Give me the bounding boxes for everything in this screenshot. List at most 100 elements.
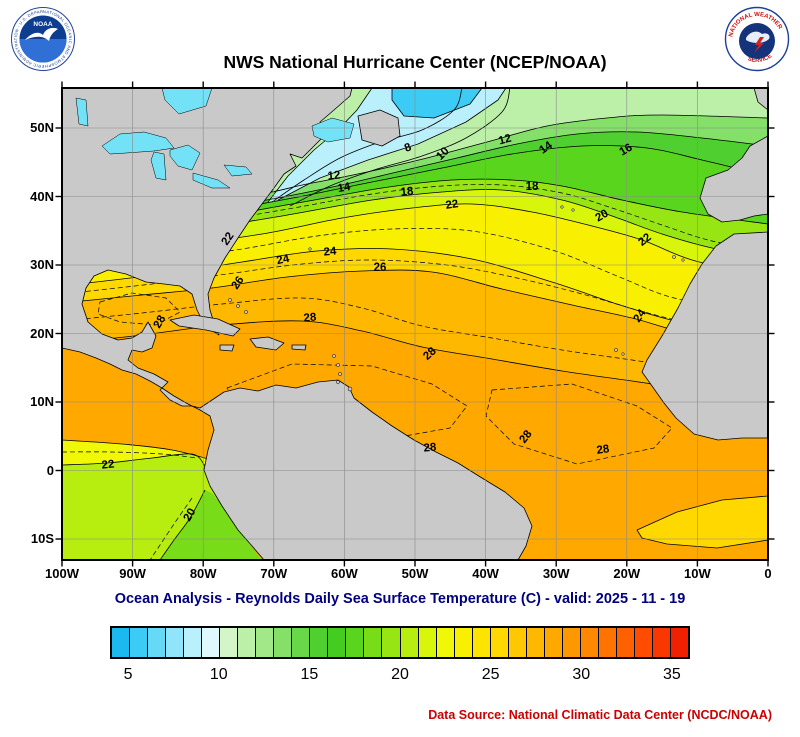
page-title: NWS National Hurricane Center (NCEP/NOAA… — [223, 52, 607, 72]
contour-label: 20 — [182, 506, 199, 523]
small-islands — [228, 205, 685, 392]
latlon-grid — [62, 88, 768, 560]
colorbar-segment — [490, 628, 509, 657]
colorbar-segment — [508, 628, 527, 657]
colorbar-segment — [652, 628, 671, 657]
colorbar-segment — [112, 628, 131, 657]
nws-logo: NATIONAL WEATHER SERVICE — [724, 6, 790, 72]
lon-label: 0 — [764, 566, 772, 581]
landmass-africa — [641, 231, 769, 441]
colorbar-segment — [670, 628, 688, 657]
nws-cloud-icon — [746, 31, 770, 43]
colorbar-segment — [184, 628, 203, 657]
colorbar-segment — [400, 628, 419, 657]
sst-map: 8 10 12 14 16 12 14 18 22 18 20 22 22 24 24 26 26 28 28 28 2… — [52, 78, 778, 570]
lat-label: 50N — [30, 120, 54, 135]
contour-label: 12 — [327, 169, 341, 182]
lon-label: 90W — [119, 566, 146, 581]
lon-label: 40W — [472, 566, 499, 581]
lat-label: 0 — [46, 462, 54, 478]
colorbar-segment — [202, 628, 221, 657]
contour-label: 8 — [403, 141, 414, 155]
landmass — [61, 87, 769, 561]
colorbar-segment — [454, 628, 473, 657]
lake-ontario — [223, 164, 253, 177]
lat-label: 20N — [30, 325, 54, 341]
colorbar-segment — [130, 628, 149, 657]
colorbar-segment — [616, 628, 635, 657]
colorbar-segment — [328, 628, 347, 657]
noaa-emblem-sea — [19, 39, 67, 63]
axis-ticks — [55, 81, 775, 567]
noaa-gull-icon — [25, 27, 58, 41]
colorbar-tick-label: 10 — [209, 666, 228, 683]
data-source-credit: Data Source: National Climatic Data Cent… — [428, 708, 772, 722]
lon-label: 10W — [684, 566, 711, 581]
contour-label: 12 — [497, 133, 512, 148]
colorbar-segment — [148, 628, 167, 657]
colorbar-segment — [562, 628, 581, 657]
contour-label: 14 — [337, 181, 352, 195]
colorbar-tick-label: 5 — [123, 666, 133, 683]
lon-label: 30W — [542, 566, 570, 581]
island-jamaica — [219, 344, 235, 352]
colorbar-segment — [634, 628, 653, 657]
lake-erie — [192, 172, 231, 189]
noaa-logo: NATIONAL OCEANIC AND ATMOSPHERIC ADMINIS… — [10, 6, 76, 72]
lon-label: 70W — [260, 566, 288, 581]
landmass-americas — [61, 87, 533, 561]
lat-label: 10N — [30, 394, 54, 409]
colorbar-tick-label: 25 — [481, 666, 500, 683]
colorbar-segment — [256, 628, 275, 657]
lon-label: 80W — [189, 566, 217, 581]
map-border — [61, 87, 769, 561]
contour-label: 26 — [374, 262, 387, 274]
colorbar-segment — [418, 628, 437, 657]
contour-label: 20 — [593, 208, 610, 225]
contour-label: 28 — [423, 441, 437, 454]
lon-label: 100W — [45, 566, 79, 581]
noaa-label: NOAA — [33, 21, 52, 28]
lakes — [75, 87, 355, 189]
colorbar-segment — [346, 628, 365, 657]
contour-label: 28 — [303, 311, 317, 324]
lat-label: 30N — [30, 257, 54, 272]
contour-label: 24 — [276, 253, 292, 268]
contour-label: 28 — [596, 443, 611, 457]
contour-label: 22 — [445, 198, 459, 212]
lon-label: 50W — [401, 566, 429, 581]
lake-winnipeg — [75, 97, 89, 127]
colorbar-segment — [436, 628, 455, 657]
landmass-iberia — [699, 135, 769, 223]
colorbar-tick-label: 20 — [391, 666, 409, 683]
colorbar-segment — [292, 628, 311, 657]
colorbar-tick-label: 15 — [300, 666, 319, 683]
colorbar-segment — [238, 628, 257, 657]
colorbar-segment — [580, 628, 599, 657]
colorbar-tick-label: 30 — [572, 666, 591, 683]
colorbar-segment — [274, 628, 293, 657]
lon-label: 20W — [613, 566, 641, 581]
colorbar-segment — [598, 628, 617, 657]
colorbar-segment — [364, 628, 383, 657]
colorbar-segment — [544, 628, 563, 657]
lake-superior — [101, 131, 175, 155]
lake-michigan — [150, 151, 167, 181]
lat-label: 40N — [30, 188, 54, 204]
island-hispaniola — [249, 336, 285, 351]
colorbar-segment — [526, 628, 545, 657]
colorbar-segment — [382, 628, 401, 657]
lake-huron — [169, 144, 201, 171]
island-puerto-rico — [291, 344, 307, 351]
contour-label: 24 — [323, 245, 337, 258]
contour-label: 18 — [526, 181, 539, 193]
map-caption: Ocean Analysis - Reynolds Daily Sea Surf… — [114, 591, 686, 607]
colorbar-tick-label: 35 — [662, 666, 681, 683]
lat-label: 10S — [30, 531, 54, 546]
island-cuba — [169, 314, 241, 337]
colorbar-segment — [472, 628, 491, 657]
colorbar-segment — [166, 628, 185, 657]
contour-label: 28 — [152, 313, 169, 331]
nws-lightning-icon — [754, 37, 764, 53]
